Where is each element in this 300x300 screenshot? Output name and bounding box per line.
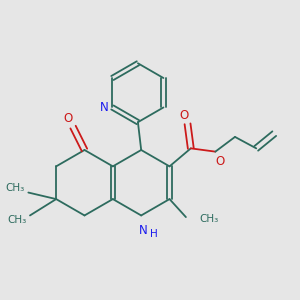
Text: H: H — [150, 230, 158, 239]
Text: N: N — [139, 224, 147, 237]
Text: O: O — [216, 155, 225, 168]
Text: CH₃: CH₃ — [8, 215, 27, 225]
Text: O: O — [180, 109, 189, 122]
Text: N: N — [100, 101, 109, 114]
Text: CH₃: CH₃ — [6, 183, 25, 193]
Text: O: O — [64, 112, 73, 125]
Text: CH₃: CH₃ — [200, 214, 219, 224]
